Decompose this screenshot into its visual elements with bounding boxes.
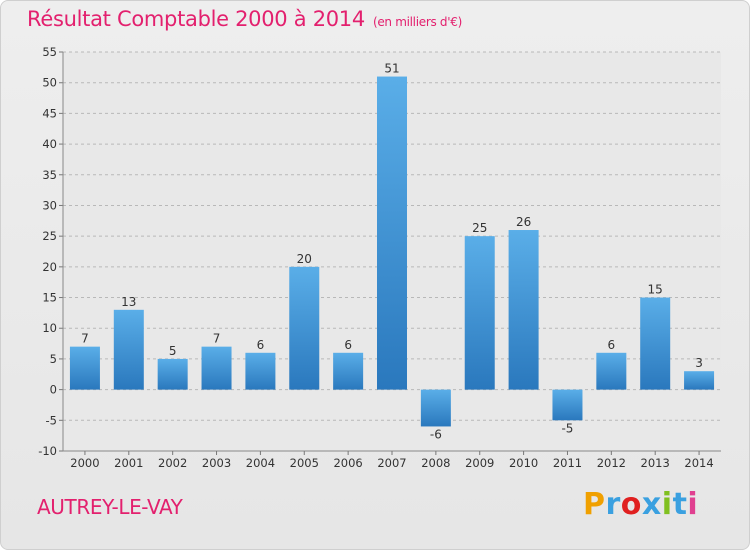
x-tick-label: 2002	[158, 456, 187, 470]
proxiti-logo: Proxiti	[583, 487, 698, 522]
bar-2013	[640, 297, 671, 390]
y-tick-label: 30	[42, 198, 57, 212]
commune-name: AUTREY-LE-VAY	[37, 495, 183, 519]
x-tick-label: 2004	[246, 456, 275, 470]
chart-subtitle: (en milliers d'€)	[372, 15, 462, 29]
y-tick-label: 5	[50, 352, 57, 366]
x-tick-label: 2005	[290, 456, 319, 470]
x-tick-label: 2003	[202, 456, 231, 470]
bar-2014	[684, 371, 715, 390]
value-label-2012: 6	[608, 338, 616, 352]
x-tick-label: 2013	[641, 456, 670, 470]
logo-letter: x	[641, 487, 662, 522]
y-tick-label: 50	[42, 76, 57, 90]
value-label-2005: 20	[297, 252, 312, 266]
y-tick-label: 20	[42, 260, 57, 274]
x-tick-label: 2006	[333, 456, 362, 470]
value-label-2009: 25	[472, 221, 487, 235]
y-tick-label: 40	[42, 137, 57, 151]
y-tick-label: 10	[42, 321, 57, 335]
bar-2005	[289, 266, 320, 390]
value-label-2011: -5	[561, 421, 573, 435]
x-tick-label: 2012	[597, 456, 626, 470]
bar-2009	[464, 236, 495, 390]
x-tick-label: 2008	[421, 456, 450, 470]
logo-letter: i	[687, 487, 699, 522]
bar-2003	[201, 346, 232, 390]
value-label-2008: -6	[430, 427, 442, 441]
logo-letter: o	[620, 487, 642, 522]
value-label-2010: 26	[516, 215, 531, 229]
value-label-2000: 7	[81, 332, 89, 346]
bar-2012	[596, 352, 627, 390]
value-label-2007: 51	[384, 62, 399, 76]
bar-2004	[245, 352, 276, 390]
x-tick-label: 2009	[465, 456, 494, 470]
x-tick-label: 2000	[70, 456, 99, 470]
logo-letter: r	[605, 487, 621, 522]
value-label-2006: 6	[344, 338, 352, 352]
y-tick-label: 0	[50, 383, 57, 397]
y-tick-label: 25	[42, 229, 57, 243]
x-tick-label: 2014	[684, 456, 713, 470]
bar-2010	[508, 230, 539, 390]
x-tick-label: 2011	[553, 456, 582, 470]
value-label-2003: 7	[213, 332, 221, 346]
logo-letter: P	[583, 487, 606, 522]
bar-2011	[552, 389, 583, 421]
value-label-2013: 15	[648, 283, 663, 297]
y-tick-label: -5	[46, 413, 57, 427]
chart-title-text: Résultat Comptable 2000 à 2014	[27, 7, 365, 31]
bar-2001	[113, 309, 144, 390]
value-label-2001: 13	[121, 295, 136, 309]
y-tick-label: -10	[38, 444, 57, 458]
y-tick-label: 55	[42, 45, 57, 59]
value-label-2002: 5	[169, 344, 177, 358]
x-tick-label: 2001	[114, 456, 143, 470]
y-tick-label: 45	[42, 106, 57, 120]
bar-2008	[420, 389, 451, 427]
value-label-2004: 6	[257, 338, 265, 352]
value-label-2014: 3	[695, 356, 703, 370]
bar-2002	[157, 358, 188, 390]
bar-2006	[333, 352, 364, 390]
logo-letter: t	[672, 487, 688, 522]
bar-2007	[377, 76, 407, 390]
x-tick-label: 2010	[509, 456, 538, 470]
y-tick-label: 35	[42, 168, 57, 182]
y-tick-label: 15	[42, 291, 57, 305]
chart-title: Résultat Comptable 2000 à 2014 (en millie…	[27, 7, 462, 31]
x-tick-label: 2007	[377, 456, 406, 470]
logo-letter: i	[661, 487, 673, 522]
bar-2000	[69, 346, 100, 390]
